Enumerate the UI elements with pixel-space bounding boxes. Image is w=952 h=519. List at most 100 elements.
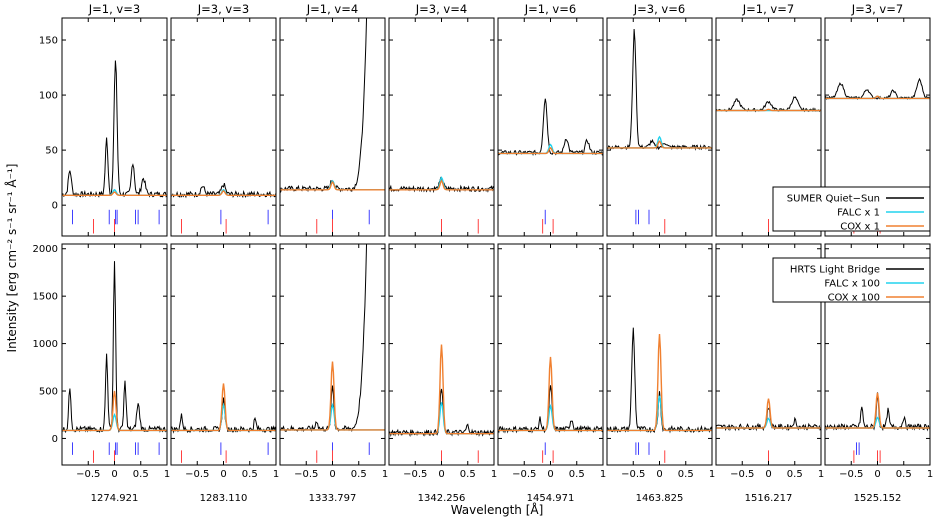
x-tick-label: 0 <box>438 469 444 480</box>
x-tick-label: −0.5 <box>839 469 863 480</box>
observed-line <box>607 28 712 151</box>
x-tick-label: −0.5 <box>512 469 536 480</box>
x-axis-label: Wavelength [Å] <box>451 502 544 517</box>
observed-line <box>716 96 821 113</box>
y-tick-label: 100 <box>39 91 58 102</box>
panel-top-2 <box>170 17 277 237</box>
x-tick-label: −0.5 <box>76 469 100 480</box>
x-tick-label: 1 <box>273 469 279 480</box>
cox-model-line <box>716 398 821 429</box>
column-title-2: J=3, v=3 <box>197 2 249 16</box>
cox-model-line <box>825 392 930 429</box>
panel-frame <box>279 243 386 466</box>
x-tick-label: −0.5 <box>621 469 645 480</box>
x-tick-label: 0 <box>111 469 117 480</box>
cox-model-line <box>280 361 385 431</box>
panel-bottom-1: −0.5 0 0.5 1 0 500 1000 1500 2000 <box>33 243 170 480</box>
x-tick-label: 0.5 <box>787 469 803 480</box>
y-axis-label: Intensity [erg cm⁻² s⁻¹ sr⁻¹ Å⁻¹] <box>4 164 19 353</box>
column-title-6: J=3, v=6 <box>633 2 685 16</box>
panel-frame <box>497 17 604 237</box>
cox-model-line <box>498 146 603 155</box>
column-title-4: J=3, v=4 <box>415 2 467 16</box>
wavelength-label-7: 1516.217 <box>745 493 793 504</box>
wavelength-label-8: 1525.152 <box>854 493 902 504</box>
panel-top-3 <box>279 17 386 237</box>
wavelength-label-4: 1342.256 <box>418 493 466 504</box>
x-tick-label: 0 <box>220 469 226 480</box>
panel-top-4 <box>388 17 495 237</box>
panel-bottom-3: −0.5 0 0.5 1 <box>279 243 388 480</box>
x-tick-label: 1 <box>600 469 606 480</box>
observed-line <box>498 98 603 157</box>
wavelength-label-6: 1463.825 <box>636 493 684 504</box>
falc-model-line <box>171 402 276 432</box>
y-tick-label: 1000 <box>33 339 58 350</box>
observed-line <box>825 392 930 432</box>
panel-frame <box>170 17 277 237</box>
cox-model-line <box>716 108 821 112</box>
panel-frame <box>606 243 713 466</box>
wavelength-label-3: 1333.797 <box>309 493 357 504</box>
cox-model-line <box>280 180 385 191</box>
column-title-8: J=3, v=7 <box>851 2 903 16</box>
y-tick-label: 2000 <box>33 244 58 255</box>
wavelength-label-1: 1274.921 <box>91 493 139 504</box>
panel-frame <box>170 243 277 466</box>
panel-bottom-8: −0.5 0 0.5 1 <box>824 243 933 480</box>
x-tick-label: 0 <box>547 469 553 480</box>
observed-line <box>62 261 167 433</box>
x-tick-label: 0 <box>874 469 880 480</box>
panel-frame <box>279 17 386 237</box>
legend-top: SUMER Quiet−Sun FALC x 1 COX x 1 <box>772 186 931 233</box>
panel-top-6 <box>606 17 713 237</box>
y-tick-label: 500 <box>39 387 58 398</box>
x-tick-label: −0.5 <box>730 469 754 480</box>
panel-bottom-5: −0.5 0 0.5 1 <box>497 243 606 480</box>
x-tick-label: 0 <box>765 469 771 480</box>
x-tick-label: 0.5 <box>351 469 367 480</box>
panel-top-1: 0 50 100 150 <box>39 17 168 237</box>
panel-bottom-6: −0.5 0 0.5 1 <box>606 243 715 480</box>
column-title-7: J=1, v=7 <box>742 2 794 16</box>
panel-bottom-2: −0.5 0 0.5 1 <box>170 243 279 480</box>
column-title-1: J=1, v=3 <box>88 2 140 16</box>
cox-model-line <box>607 140 712 149</box>
cox-model-line <box>171 190 276 196</box>
x-tick-label: 0.5 <box>569 469 585 480</box>
cox-model-line <box>498 356 603 432</box>
cox-model-line <box>62 390 167 432</box>
panel-frame <box>61 17 168 237</box>
cox-model-line <box>607 334 712 432</box>
x-tick-label: 1 <box>491 469 497 480</box>
wavelength-label-5: 1454.971 <box>527 493 575 504</box>
x-tick-label: 0 <box>656 469 662 480</box>
x-tick-label: 0.5 <box>896 469 912 480</box>
column-title-3: J=1, v=4 <box>306 2 358 16</box>
observed-line <box>389 388 494 438</box>
observed-line <box>62 60 167 198</box>
observed-line <box>280 244 368 433</box>
x-tick-label: 0.5 <box>678 469 694 480</box>
x-tick-label: 0.5 <box>242 469 258 480</box>
y-tick-label: 0 <box>52 201 58 212</box>
y-tick-label: 0 <box>52 434 58 445</box>
falc-model-line <box>389 402 494 435</box>
y-tick-label: 1500 <box>33 292 58 303</box>
wavelength-label-2: 1283.110 <box>200 493 248 504</box>
observed-line <box>280 18 368 194</box>
x-tick-label: 1 <box>382 469 388 480</box>
legend-label: COX x 100 <box>828 293 880 304</box>
x-tick-label: 1 <box>927 469 933 480</box>
cox-model-line <box>825 95 930 100</box>
legend-label: HRTS Light Bridge <box>790 265 880 276</box>
panel-bottom-7: −0.5 0 0.5 1 <box>715 243 824 480</box>
panel-frame <box>497 243 604 466</box>
cox-model-line <box>62 191 167 196</box>
legend-label: FALC x 1 <box>837 208 880 219</box>
falc-model-line <box>607 395 712 432</box>
panel-frame <box>388 17 495 237</box>
legend-bottom: HRTS Light Bridge FALC x 100 COX x 100 <box>772 257 931 304</box>
x-tick-label: 1 <box>164 469 170 480</box>
